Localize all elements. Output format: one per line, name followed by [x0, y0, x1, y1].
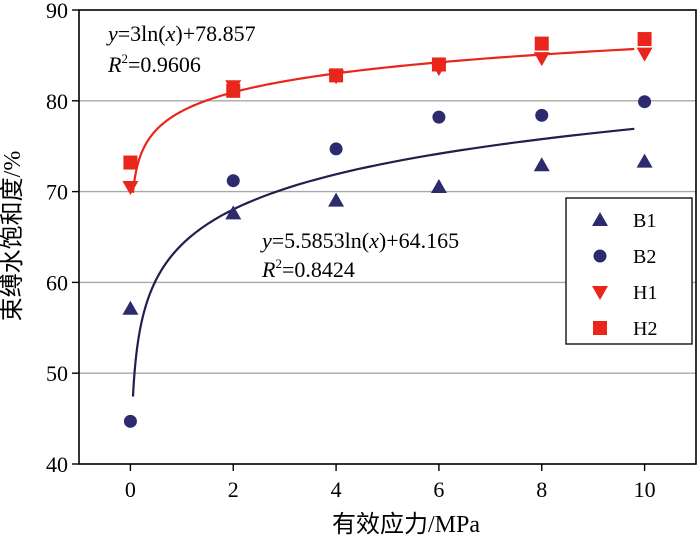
point-b1-8 [533, 157, 550, 172]
x-tick-label-8: 8 [536, 477, 547, 502]
h-fit-r2: R2=0.9606 [107, 51, 201, 77]
axis-ticks: 40 50 60 70 80 90 0 2 4 6 8 10 [46, 0, 656, 502]
b-fit-equation: y=5.5853ln(x)+64.165 [260, 228, 459, 253]
data-points [122, 32, 653, 428]
point-b2-4 [329, 142, 343, 156]
x-tick-label-2: 2 [228, 477, 239, 502]
y-tick-label-60: 60 [46, 270, 68, 295]
h-fit-curve [131, 47, 635, 193]
point-b1-10 [636, 153, 653, 168]
x-axis-title: 有效应力/MPa [332, 511, 480, 538]
y-axis-title: 束缚水饱和度/% [0, 151, 26, 322]
x-tick-label-10: 10 [634, 477, 656, 502]
point-b2-2 [226, 174, 240, 188]
point-h2-10 [637, 32, 652, 47]
b-fit-curve [131, 127, 635, 397]
y-tick-label-90: 90 [46, 0, 68, 23]
legend-marker-h2 [593, 321, 607, 335]
legend-label-b2: B2 [633, 246, 656, 268]
legend-box [565, 197, 693, 345]
x-tick-label-6: 6 [433, 477, 444, 502]
legend-marker-b1 [592, 212, 608, 226]
point-b2-10 [638, 95, 652, 109]
legend-label-h1: H1 [633, 282, 657, 304]
point-h2-2 [226, 83, 241, 98]
point-b1-2 [225, 205, 242, 220]
point-h2-8 [534, 36, 549, 51]
x-tick-label-0: 0 [125, 477, 136, 502]
y-tick-label-80: 80 [46, 89, 68, 114]
legend-marker-h1 [592, 286, 608, 300]
point-b1-0 [122, 300, 139, 315]
x-tick-label-4: 4 [331, 477, 342, 502]
point-h2-0 [123, 155, 138, 170]
point-b2-8 [535, 108, 549, 122]
point-b2-6 [432, 110, 446, 124]
y-tick-label-50: 50 [46, 361, 68, 386]
point-h1-10 [636, 47, 653, 62]
point-h1-0 [122, 181, 139, 196]
h-fit-equation: y=3ln(x)+78.857 [106, 21, 256, 46]
y-tick-label-40: 40 [46, 452, 68, 477]
legend: B1 B2 H1 H2 [565, 197, 693, 345]
y-tick-label-70: 70 [46, 180, 68, 205]
legend-label-b1: B1 [633, 210, 656, 232]
point-h2-4 [329, 68, 344, 83]
legend-label-h2: H2 [633, 318, 657, 340]
b-fit-r2: R2=0.8424 [261, 256, 355, 282]
point-h1-8 [533, 52, 550, 67]
point-b1-6 [430, 179, 447, 194]
point-b2-0 [123, 414, 137, 428]
plot-frame [78, 9, 697, 465]
point-b1-4 [328, 192, 345, 207]
point-h2-6 [431, 57, 446, 72]
legend-marker-b2 [593, 249, 607, 263]
